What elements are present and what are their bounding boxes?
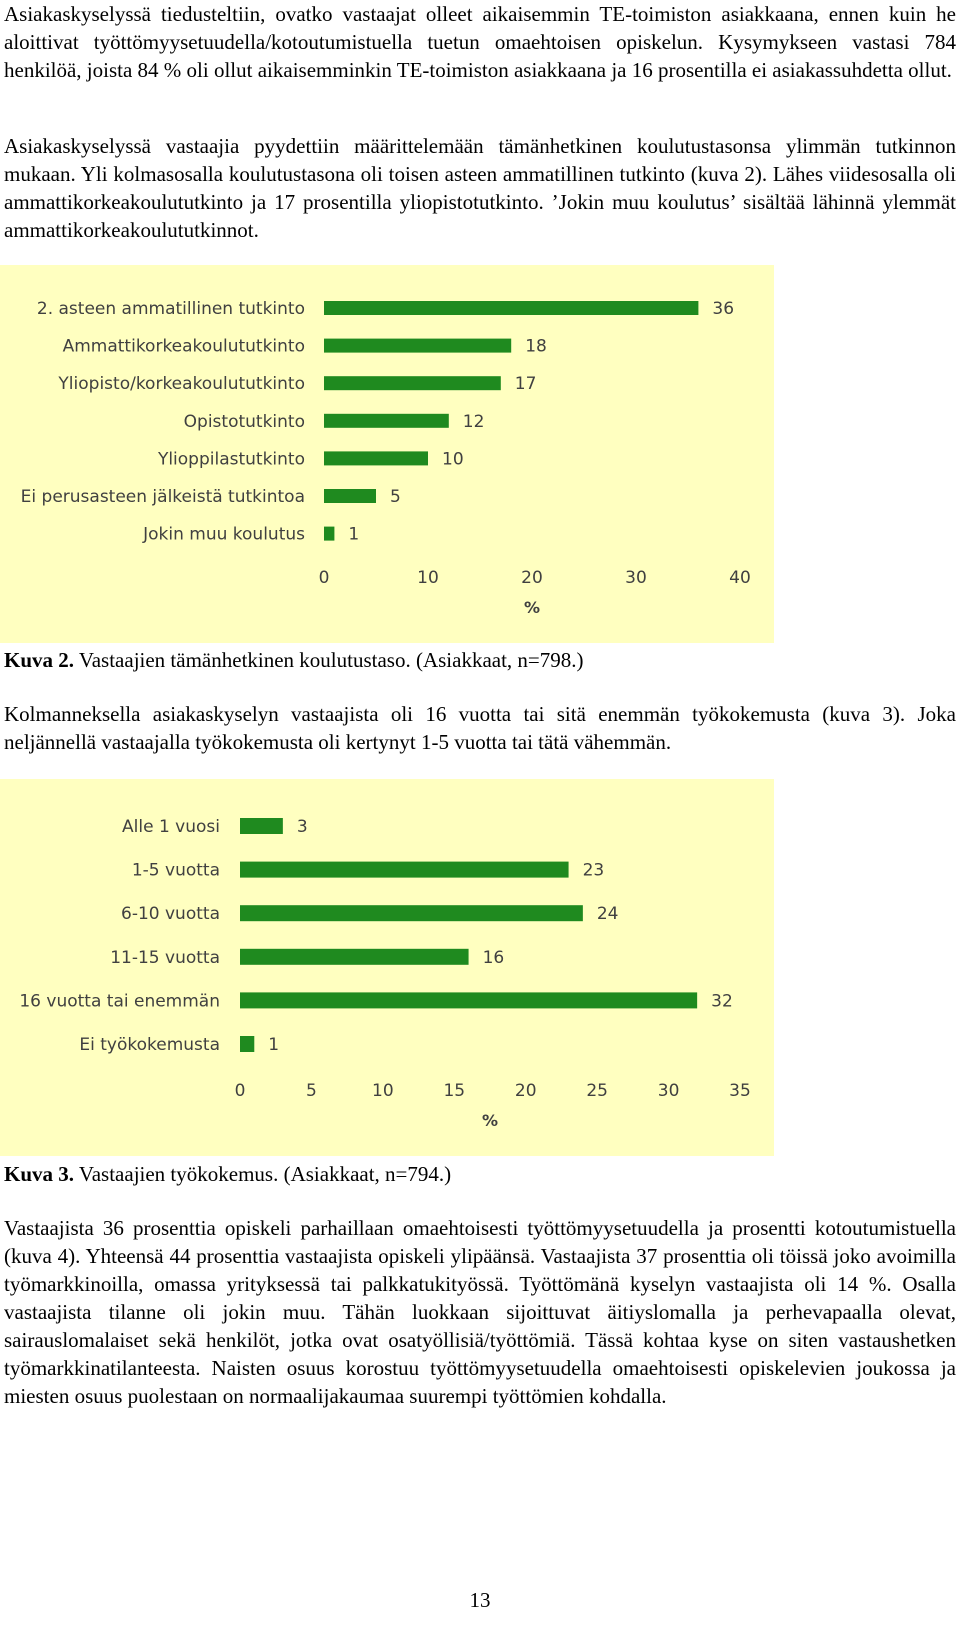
x-tick-label: 0 [319,568,330,588]
x-tick-label: 25 [586,1081,608,1101]
work-experience-chart: Alle 1 vuosi 3 1-5 vuotta 23 6-10 vuotta 24 11… [0,779,774,1156]
bar [324,451,428,466]
category-label: 11-15 vuotta [110,948,220,968]
x-tick-label: 30 [658,1081,680,1101]
figure-2-caption: Kuva 2. Vastaajien tämänhetkinen koulutu… [4,646,956,674]
education-chart: 2. asteen ammatillinen tutkinto 36 Ammatti… [0,265,774,643]
category-label: Ei perusasteen jälkeistä tutkintoa [21,487,305,507]
bar [240,818,283,834]
category-label: Opistotutkinto [184,412,305,432]
bar [324,376,501,391]
bar [324,526,335,541]
category-label: 2. asteen ammatillinen tutkinto [37,299,305,319]
education-chart-svg: 2. asteen ammatillinen tutkinto 36 Ammatti… [21,299,751,617]
category-label: 6-10 vuotta [121,904,220,924]
x-tick-label: 0 [235,1081,246,1101]
data-label: 17 [515,374,537,394]
figure-2-label: Kuva 2. [4,648,75,672]
x-axis-title: % [524,598,540,617]
x-tick-label: 35 [729,1081,751,1101]
x-tick-label: 20 [521,568,543,588]
category-label: Ylioppilastutkinto [157,449,305,469]
data-label: 23 [583,861,605,881]
paragraph-education-level: Asiakaskyselyssä vastaajia pyydettiin mä… [4,134,956,242]
category-label: Ei työkokemusta [79,1035,220,1055]
category-label: Jokin muu koulutus [142,525,305,545]
bar [240,1036,255,1052]
category-label: 16 vuotta tai enemmän [19,991,220,1011]
x-tick-label: 10 [372,1081,394,1101]
category-label: Alle 1 vuosi [122,817,220,837]
bar [240,948,469,965]
bar [240,861,569,878]
x-tick-label: 20 [515,1081,537,1101]
page-number: 13 [469,1588,491,1612]
category-label: Yliopisto/korkeakoulututkinto [57,374,305,394]
x-tick-label: 15 [443,1081,465,1101]
data-label: 24 [597,904,619,924]
data-label: 1 [268,1035,279,1055]
category-label: Ammattikorkeakoulututkinto [63,337,305,357]
data-label: 3 [297,817,308,837]
x-tick-label: 10 [417,568,439,588]
data-label: 1 [348,525,359,545]
figure-2-text: Vastaajien tämänhetkinen koulutustaso. (… [74,648,584,672]
data-label: 36 [712,299,734,319]
data-label: 10 [442,449,464,469]
paragraph-work-experience: Kolmanneksella asiakaskyselyn vastaajist… [4,702,956,754]
bar [240,905,583,922]
data-label: 16 [483,948,505,968]
x-axis-title: % [482,1111,498,1130]
bar [240,992,698,1009]
x-tick-label: 30 [625,568,647,588]
paragraph-current-situation: Vastaajista 36 prosenttia opiskeli parha… [4,1216,956,1408]
bar [324,301,699,315]
data-label: 12 [463,412,485,432]
x-tick-label: 40 [729,568,751,588]
work-experience-chart-svg: Alle 1 vuosi 31-5 vuotta 236-10 vuotta 2411… [19,817,751,1130]
bar [324,338,512,353]
category-label: 1-5 vuotta [132,861,220,881]
data-label: 5 [390,487,401,507]
bar [324,413,449,428]
data-label: 32 [711,991,733,1011]
figure-3-caption: Kuva 3. Vastaajien työkokemus. (Asiakkaa… [4,1160,956,1188]
figure-3-text: Vastaajien työkokemus. (Asiakkaat, n=794… [74,1162,452,1186]
paragraph-customer-history: Asiakaskyselyssä tiedusteltiin, ovatko v… [4,2,956,82]
x-tick-label: 5 [306,1081,317,1101]
figure-3-label: Kuva 3. [4,1162,75,1186]
data-label: 18 [525,337,547,357]
bar [324,489,376,503]
